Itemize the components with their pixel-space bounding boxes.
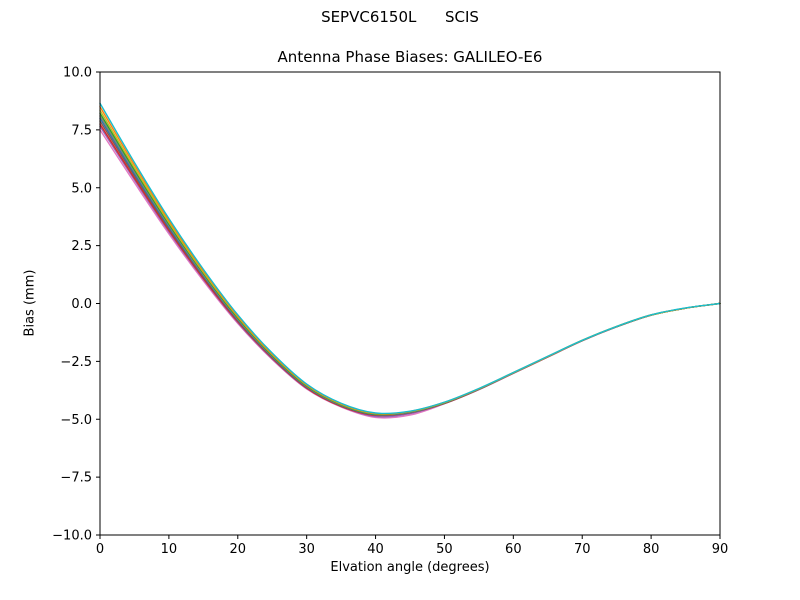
y-tick-label: −2.5 [60,355,92,370]
axes-title: Antenna Phase Biases: GALILEO-E6 [277,48,543,66]
bias-curve-3 [99,123,721,417]
y-tick-label: 2.5 [71,239,92,254]
y-tick-label: −7.5 [60,471,92,486]
y-axis-label: Bias (mm) [22,269,38,337]
x-tick-label: 90 [712,542,729,557]
y-tick-label: 0.0 [71,297,92,312]
y-tick-label: 10.0 [63,66,92,81]
x-tick-label: 20 [230,542,247,557]
x-tick-label: 40 [367,542,384,557]
y-tick-label: −5.0 [60,413,92,428]
x-tick-label: 70 [574,542,591,557]
x-tick-label: 30 [298,542,315,557]
x-axis-label: Elvation angle (degrees) [330,560,490,575]
figure-suptitle: SEPVC6150L SCIS [321,8,479,26]
x-tick-label: 60 [505,542,522,557]
y-tick-label: −10.0 [52,529,92,544]
bias-curve-10 [99,102,721,415]
x-tick-label: 10 [161,542,178,557]
y-tick-label: 5.0 [71,181,92,196]
x-tick-label: 0 [96,542,104,557]
x-tick-label: 80 [643,542,660,557]
x-tick-label: 50 [436,542,453,557]
plot-border [99,71,721,536]
bias-curve-2 [99,125,721,418]
bias-curve-1 [99,129,721,419]
y-tick-label: 7.5 [71,123,92,138]
